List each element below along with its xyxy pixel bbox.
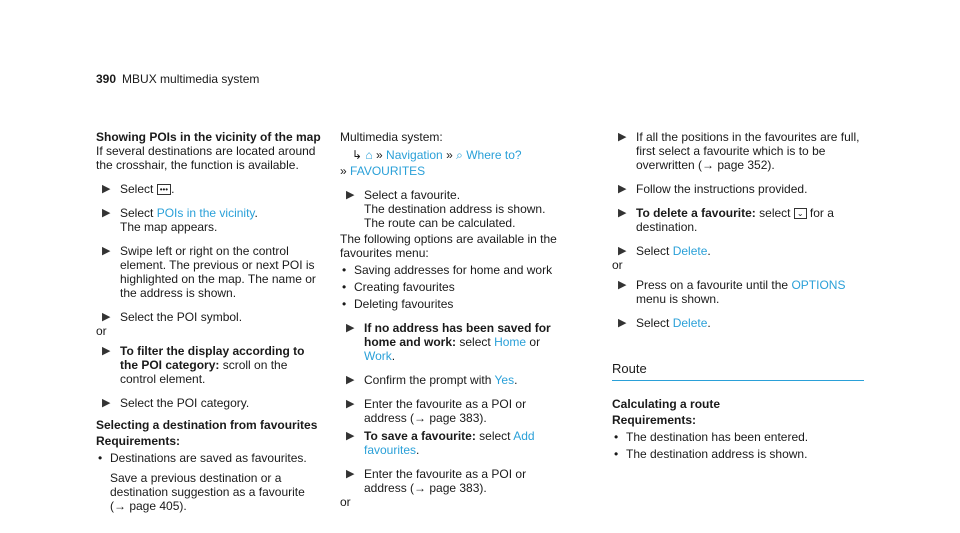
arrow-icon: ▶ xyxy=(102,345,111,357)
step: ▶ Select a favourite. The destination ad… xyxy=(346,188,546,230)
menu-link-options: OPTIONS xyxy=(791,278,846,292)
options-intro: The following options are available in t… xyxy=(340,232,557,260)
requirements-label: Requirements: xyxy=(612,413,697,427)
chevron-right-icon: » xyxy=(340,164,347,178)
step: ▶ To save a favourite: select Add favour… xyxy=(346,429,535,457)
arrow-icon: ▶ xyxy=(346,398,355,410)
arrow-icon: ▶ xyxy=(102,183,111,195)
bullet-icon: • xyxy=(342,297,347,311)
menu-link-pois: POIs in the vicinity xyxy=(156,206,255,220)
or-text: or xyxy=(340,495,351,509)
menu-link-home: Home xyxy=(494,335,527,349)
step: ▶ Follow the instructions provided. xyxy=(618,182,808,196)
step: ▶ Swipe left or right on the control ele… xyxy=(102,244,316,300)
menu-link-add-favourites: Add favourites xyxy=(364,429,535,457)
or-text: or xyxy=(612,258,623,272)
arrow-icon: ▶ xyxy=(346,189,355,201)
column-3: ▶ If all the positions in the favourites… xyxy=(612,130,864,461)
page-header-title: MBUX multimedia system xyxy=(122,72,260,86)
bullet-icon: • xyxy=(614,430,619,444)
section-heading: Showing POIs in the vicinity of the map xyxy=(96,130,321,144)
home-icon: ⌂ xyxy=(365,148,373,162)
arrow-icon: ▶ xyxy=(102,397,111,409)
requirements-label: Requirements: xyxy=(96,434,181,448)
list-item: • The destination address is shown. xyxy=(614,447,808,461)
page-number: 390 xyxy=(96,72,117,86)
menu-path: ↳ ⌂ » Navigation » ⌕ Where to? xyxy=(340,148,568,162)
step: ▶ Select the POI symbol. xyxy=(102,310,243,324)
arrow-icon: ▶ xyxy=(618,245,627,257)
intro-text: If several destinations are located arou… xyxy=(96,144,316,172)
arrow-icon: ▶ xyxy=(102,207,111,219)
step: ▶ To delete a favourite: select ⌄ for a … xyxy=(618,206,834,234)
arrow-icon: ▶ xyxy=(618,317,627,329)
or-text: or xyxy=(96,324,107,338)
arrow-icon: ▶ xyxy=(346,430,355,442)
step: ▶ If no address has been saved for home … xyxy=(346,321,551,363)
step: ▶ To filter the display according to the… xyxy=(102,344,305,386)
menu-link-delete: Delete xyxy=(672,316,708,330)
list-item: • The destination has been entered. xyxy=(614,430,809,444)
arrow-icon: ▶ xyxy=(618,279,627,291)
step: ▶ Enter the favourite as a POI or addres… xyxy=(346,467,527,495)
arrow-icon: ▶ xyxy=(346,468,355,480)
list-item: • Saving addresses for home and work xyxy=(342,263,553,277)
arrow-icon: ▶ xyxy=(102,311,111,323)
bullet-icon: • xyxy=(342,263,347,277)
chevron-right-icon: » xyxy=(446,148,453,162)
search-icon: ⌕ xyxy=(456,148,463,162)
chevron-right-icon: » xyxy=(376,148,383,162)
menu-path-cont: » FAVOURITES xyxy=(340,164,568,178)
bullet-icon: • xyxy=(98,451,103,465)
column-2: Multimedia system: ↳ ⌂ » Navigation » ⌕ … xyxy=(340,130,568,509)
requirement-note: Save a previous destination or a destina… xyxy=(110,471,305,513)
menu-link-navigation: Navigation xyxy=(386,148,443,162)
list-item: • Creating favourites xyxy=(342,280,455,294)
menu-link-where: Where to? xyxy=(466,148,522,162)
menu-link-delete: Delete xyxy=(672,244,708,258)
step: ▶ Confirm the prompt with Yes. xyxy=(346,373,518,387)
enter-arrow-icon: ↳ xyxy=(352,148,363,162)
step: ▶ Select Delete. xyxy=(618,244,711,258)
column-1: Showing POIs in the vicinity of the map … xyxy=(96,130,324,513)
menu-link-yes: Yes xyxy=(494,373,515,387)
menu-link-work: Work xyxy=(364,349,392,363)
arrow-icon: ▶ xyxy=(346,322,355,334)
system-label: Multimedia system: xyxy=(340,130,443,144)
step: ▶ Select POIs in the vicinity. The map a… xyxy=(102,206,258,234)
step: ▶ If all the positions in the favourites… xyxy=(618,130,860,172)
step: ▶ Enter the favourite as a POI or addres… xyxy=(346,397,527,425)
arrow-icon: ▶ xyxy=(618,183,627,195)
arrow-icon: ▶ xyxy=(346,374,355,386)
section-heading: Calculating a route xyxy=(612,397,721,411)
section-heading: Selecting a destination from favourites xyxy=(96,418,318,432)
section-title: Route xyxy=(612,362,864,381)
menu-link-favourites: FAVOURITES xyxy=(350,164,426,178)
bullet-icon: • xyxy=(342,280,347,294)
list-item: • Deleting favourites xyxy=(342,297,454,311)
step: ▶ Select Delete. xyxy=(618,316,711,330)
step: ▶ Select •••. xyxy=(102,182,175,196)
list-item: • Destinations are saved as favourites. xyxy=(98,451,307,465)
arrow-icon: ▶ xyxy=(618,207,627,219)
step: ▶ Press on a favourite until the OPTIONS… xyxy=(618,278,846,306)
options-chevron-icon: ⌄ xyxy=(793,208,807,220)
bullet-icon: • xyxy=(614,447,619,461)
arrow-icon: ▶ xyxy=(618,131,627,143)
page-header: 390 MBUX multimedia system xyxy=(96,72,259,86)
more-icon: ••• xyxy=(156,184,172,196)
arrow-icon: ▶ xyxy=(102,245,111,257)
step: ▶ Select the POI category. xyxy=(102,396,250,410)
